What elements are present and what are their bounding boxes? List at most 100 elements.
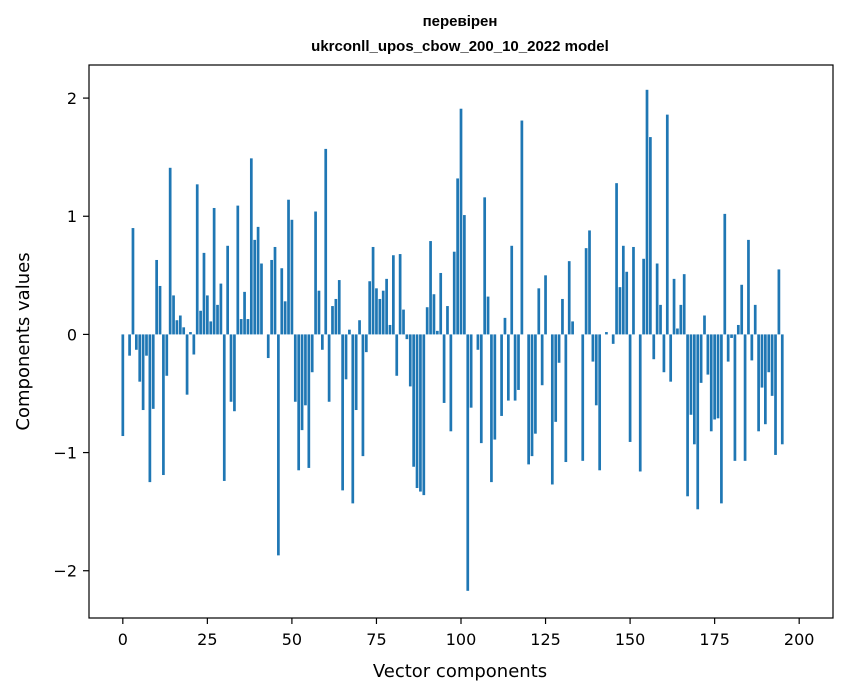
bar <box>361 334 365 457</box>
bar <box>469 334 473 408</box>
bar <box>209 321 213 335</box>
y-axis-label: Components values <box>13 252 34 430</box>
bar <box>287 199 290 335</box>
bar <box>364 334 368 353</box>
bar <box>233 334 236 412</box>
bar <box>175 320 179 335</box>
bar <box>686 334 689 497</box>
bar <box>615 183 618 335</box>
bar <box>219 283 223 335</box>
bar <box>270 259 273 335</box>
bar <box>334 298 338 335</box>
x-tick-label: 25 <box>197 630 217 649</box>
bar <box>304 334 307 406</box>
bar <box>446 306 449 335</box>
bar <box>659 304 662 335</box>
bar <box>682 274 686 335</box>
bar <box>408 334 412 387</box>
bar <box>192 334 196 355</box>
bar <box>642 258 645 335</box>
bar <box>425 307 429 335</box>
bar <box>706 334 710 375</box>
bar <box>540 334 544 386</box>
bar <box>172 295 175 335</box>
bar <box>764 334 767 425</box>
x-tick-label: 75 <box>366 630 386 649</box>
bar <box>689 334 693 415</box>
y-tick-label: 1 <box>67 207 77 226</box>
bar <box>290 219 294 335</box>
bar <box>412 334 416 467</box>
x-tick-label: 200 <box>784 630 815 649</box>
bar <box>432 294 436 335</box>
chart-title-line-2: ukrconll_upos_cbow_200_10_2022 model <box>311 38 609 55</box>
bar <box>320 334 324 350</box>
bar <box>253 239 257 335</box>
bar <box>611 334 615 344</box>
bar <box>212 207 216 335</box>
bar <box>392 255 395 335</box>
bar <box>344 334 348 380</box>
bar <box>672 278 676 335</box>
bar <box>435 330 439 335</box>
x-tick-label: 100 <box>446 630 477 649</box>
y-axis-ticks: −2 −1 0 1 2 <box>53 89 89 581</box>
bar <box>442 334 446 403</box>
bar <box>419 334 422 492</box>
bar <box>138 334 142 382</box>
bar <box>753 304 757 335</box>
bar <box>506 334 510 401</box>
bar <box>266 334 270 359</box>
bar <box>676 328 679 335</box>
bar <box>337 280 341 335</box>
bar <box>486 296 490 335</box>
bar <box>236 205 240 335</box>
bar <box>452 251 456 335</box>
bar <box>645 89 649 335</box>
bar <box>750 334 754 361</box>
bar <box>195 184 199 335</box>
bar <box>720 334 723 504</box>
bar <box>185 334 189 395</box>
bar <box>310 334 314 373</box>
bar <box>456 178 459 335</box>
y-tick-label: 2 <box>67 89 77 108</box>
bar <box>581 334 585 461</box>
bar <box>537 288 541 335</box>
bar <box>747 239 750 335</box>
bar-series <box>121 89 784 591</box>
bar <box>493 334 497 440</box>
bar <box>550 334 554 485</box>
bar <box>162 334 165 476</box>
bar <box>557 334 561 363</box>
bar <box>466 334 470 591</box>
chart-title-line-1: перевірен <box>423 13 498 30</box>
x-axis-label: Vector components <box>373 661 547 682</box>
bar <box>256 226 260 335</box>
bar <box>229 334 233 402</box>
bar <box>632 246 635 335</box>
bar <box>145 334 148 356</box>
bar <box>740 284 744 335</box>
bar <box>398 254 402 335</box>
bar <box>206 295 209 335</box>
bar <box>770 334 774 396</box>
bar <box>716 334 720 419</box>
bar <box>649 137 652 335</box>
bar <box>439 272 443 335</box>
bar <box>121 334 125 437</box>
bar <box>134 334 138 350</box>
bar <box>463 215 466 335</box>
bar <box>155 259 158 335</box>
bar <box>249 158 253 335</box>
bar <box>331 306 334 335</box>
bar <box>544 275 547 335</box>
bar <box>182 327 186 335</box>
bar <box>662 334 666 373</box>
bar <box>199 310 202 335</box>
bar <box>757 334 760 432</box>
bar <box>341 334 344 491</box>
bar <box>621 245 625 335</box>
bar <box>189 332 192 335</box>
